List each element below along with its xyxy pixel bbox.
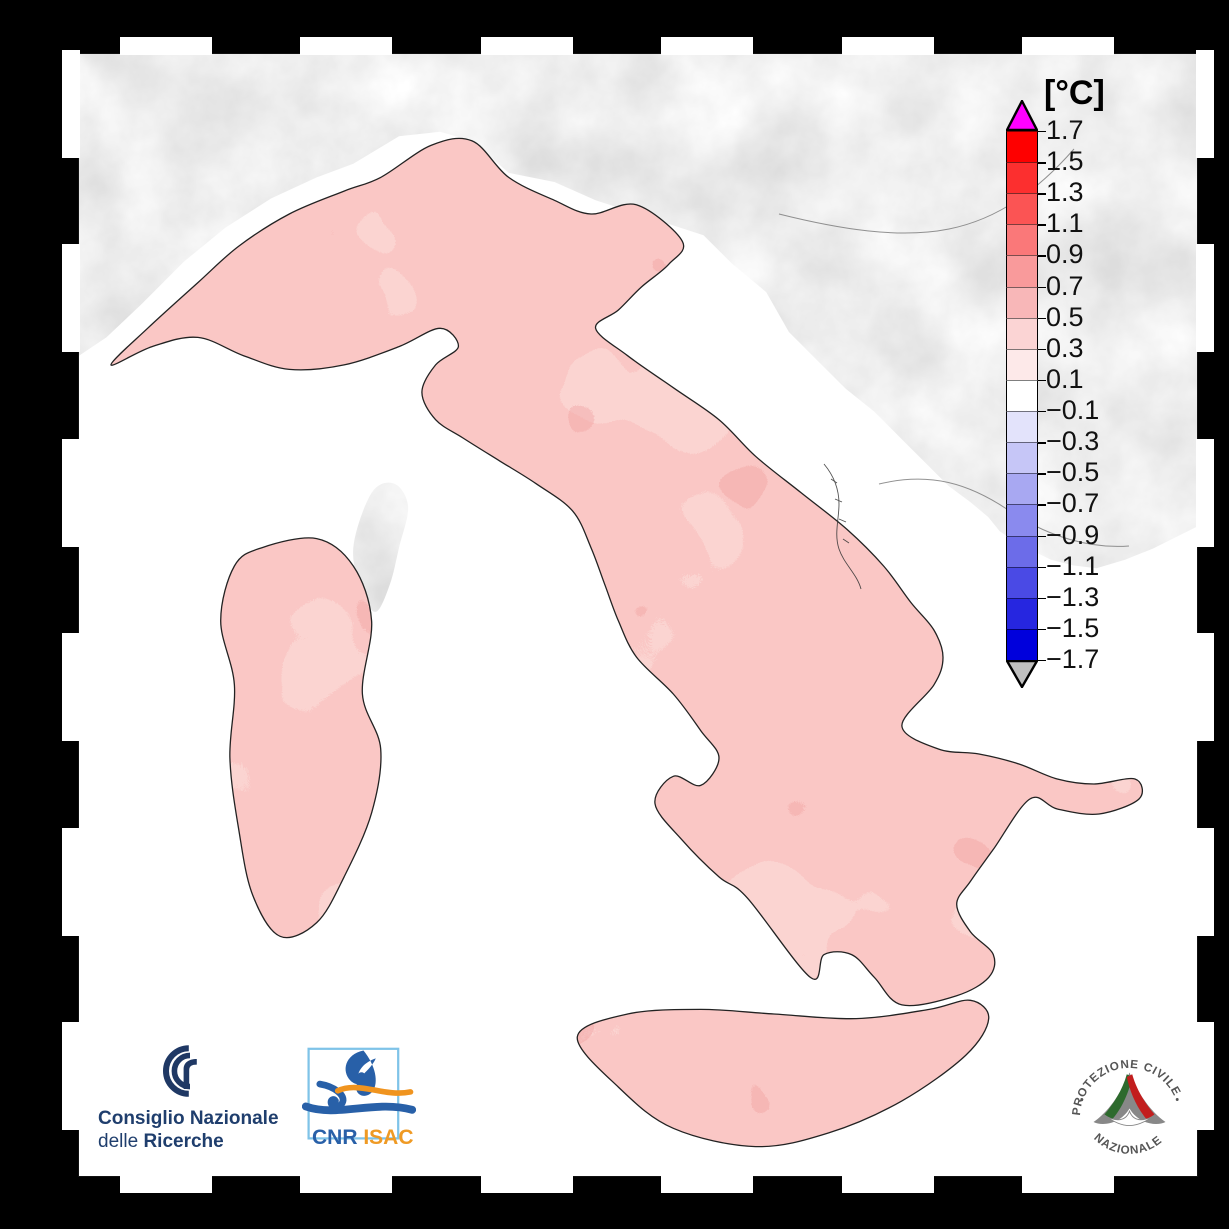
svg-text:NAZIONALE: NAZIONALE	[1091, 1131, 1164, 1157]
